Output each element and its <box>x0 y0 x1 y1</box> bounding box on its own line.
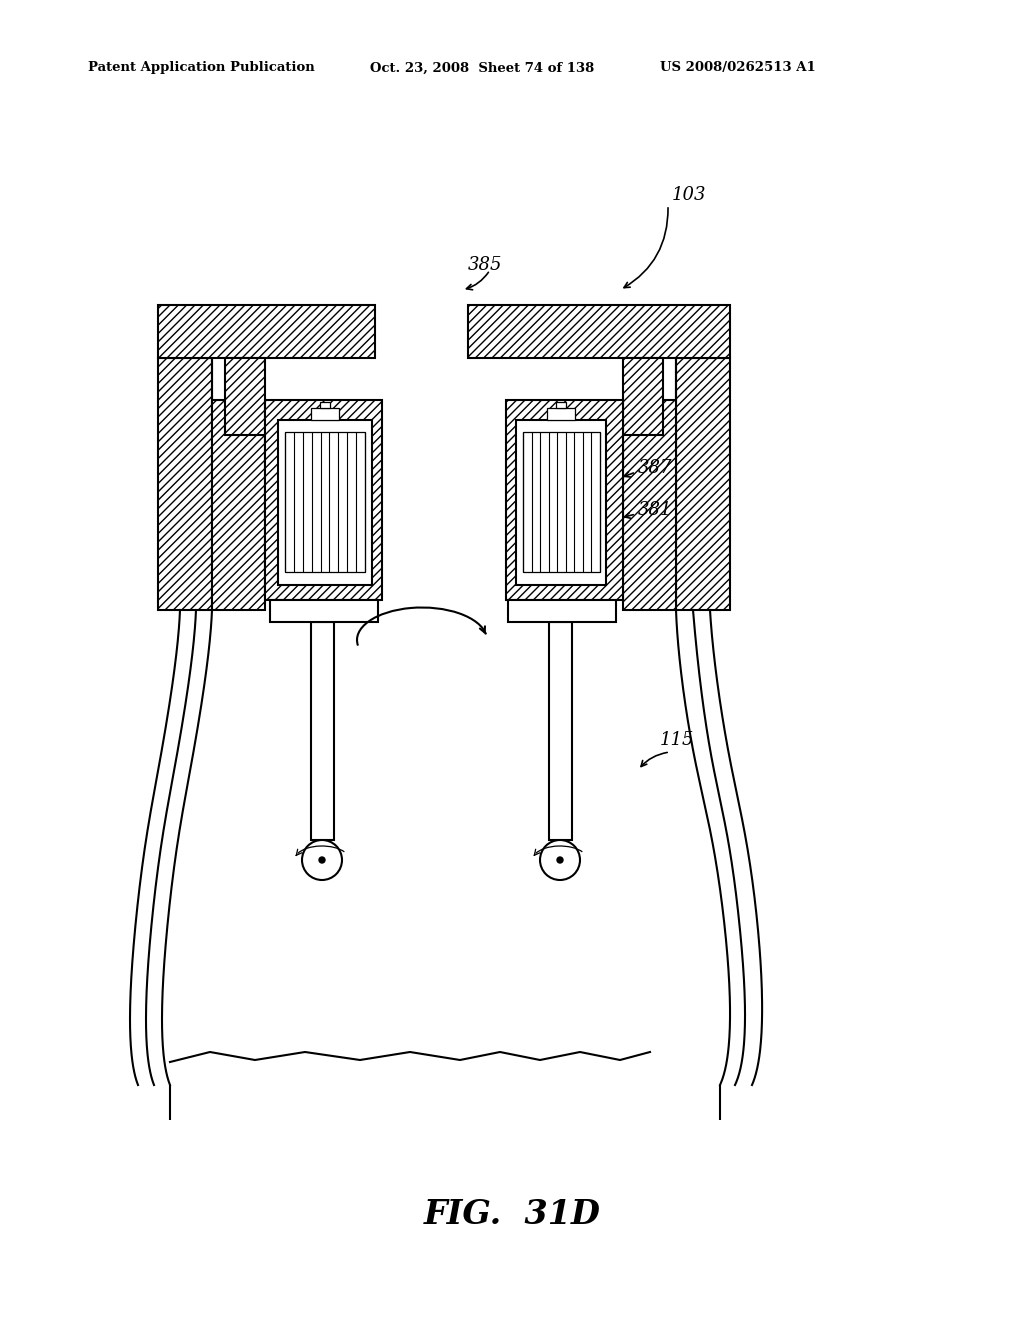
Bar <box>623 400 676 610</box>
Bar <box>270 601 378 622</box>
Bar <box>212 400 265 610</box>
Bar <box>278 420 372 585</box>
Bar <box>468 305 730 358</box>
Bar <box>516 420 606 585</box>
Bar <box>311 408 339 420</box>
Bar <box>158 305 375 358</box>
Bar <box>676 358 730 610</box>
Text: 385: 385 <box>468 256 503 275</box>
Circle shape <box>319 857 325 863</box>
Bar <box>549 622 572 840</box>
Text: Oct. 23, 2008  Sheet 74 of 138: Oct. 23, 2008 Sheet 74 of 138 <box>370 62 594 74</box>
Text: 387: 387 <box>638 459 673 477</box>
Text: 115: 115 <box>660 731 694 748</box>
Circle shape <box>540 840 580 880</box>
Polygon shape <box>130 610 212 1085</box>
Bar <box>508 601 616 622</box>
Bar <box>225 358 265 436</box>
Text: Patent Application Publication: Patent Application Publication <box>88 62 314 74</box>
Text: FIG.  31D: FIG. 31D <box>424 1199 600 1232</box>
Circle shape <box>557 857 563 863</box>
Bar <box>547 408 575 420</box>
Bar <box>506 400 623 601</box>
Text: 381: 381 <box>638 502 673 519</box>
Circle shape <box>302 840 342 880</box>
Bar <box>319 403 330 408</box>
Bar <box>556 403 566 408</box>
Bar <box>158 358 212 610</box>
Bar <box>265 400 382 601</box>
Text: 103: 103 <box>672 186 707 205</box>
Bar <box>285 432 365 572</box>
Polygon shape <box>676 610 762 1085</box>
Bar <box>623 358 663 436</box>
Bar <box>311 622 334 840</box>
Bar <box>285 432 365 572</box>
Bar <box>523 432 600 572</box>
Text: US 2008/0262513 A1: US 2008/0262513 A1 <box>660 62 816 74</box>
